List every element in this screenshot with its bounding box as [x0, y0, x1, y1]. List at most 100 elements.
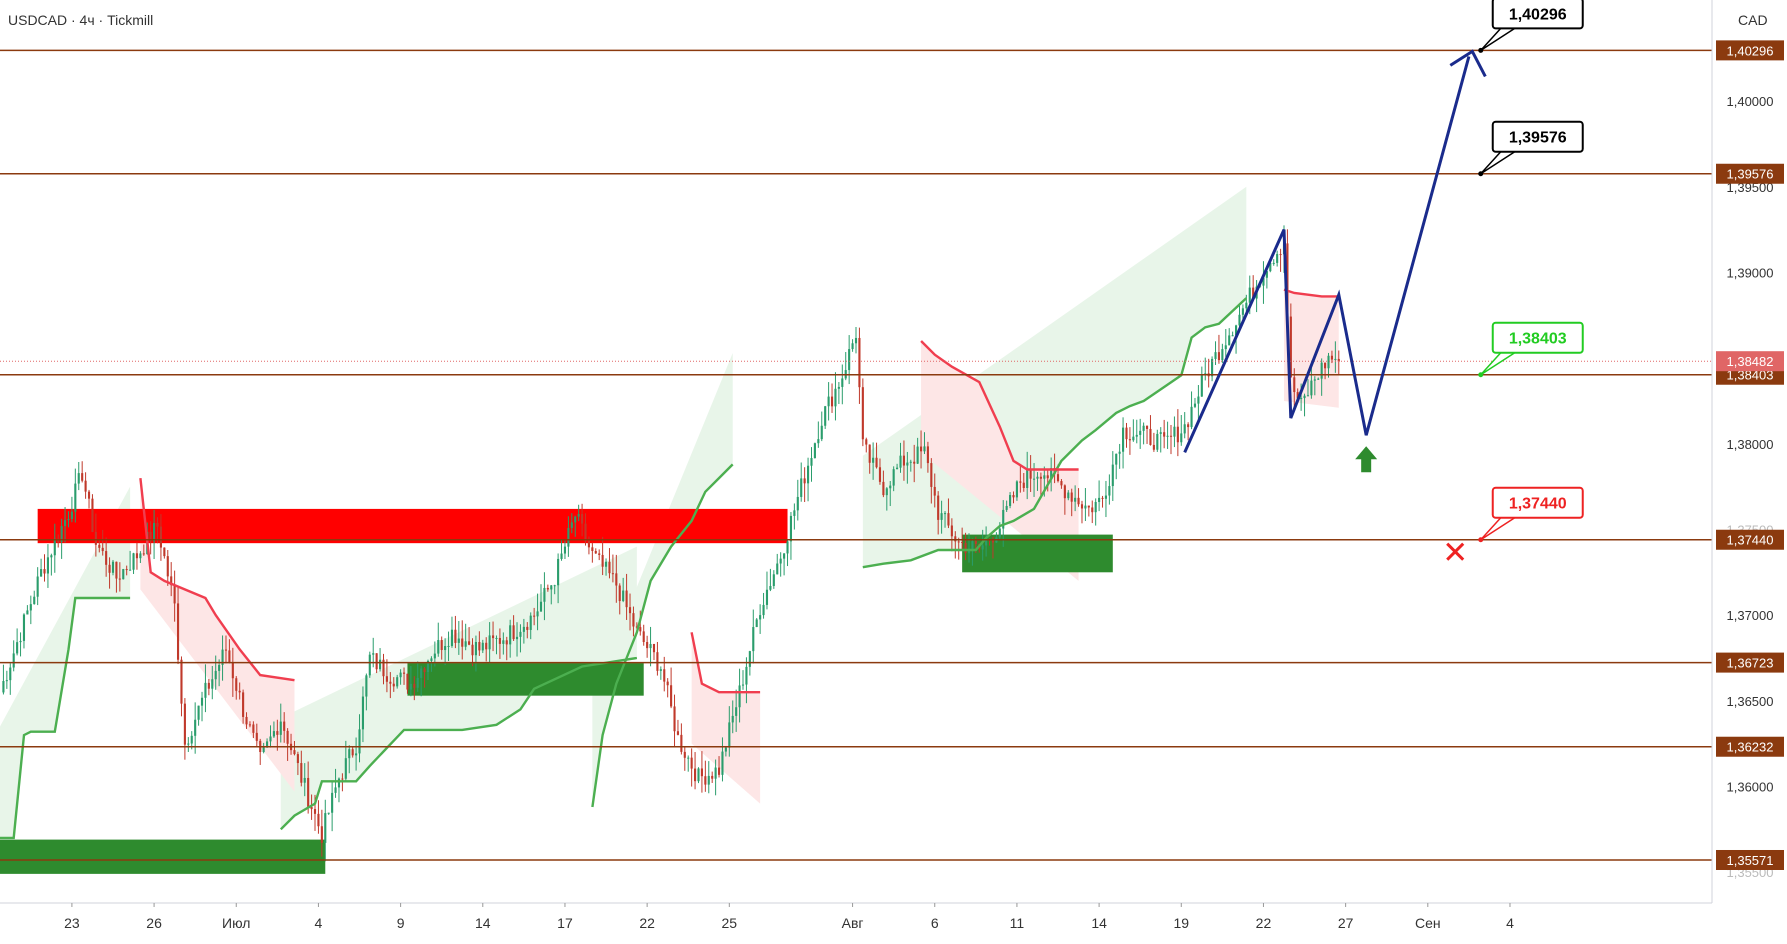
resistance-fill	[691, 632, 761, 804]
level-price-badge	[1716, 40, 1784, 61]
candle-body	[916, 446, 919, 464]
resistance-fill	[921, 340, 1079, 581]
candle-body	[865, 439, 868, 445]
candle-body	[331, 792, 334, 813]
candle-body	[1036, 476, 1039, 479]
resistance-line	[139, 477, 295, 682]
candle-body	[416, 677, 419, 688]
candle-body	[1286, 243, 1289, 317]
candle-body	[1269, 262, 1272, 272]
resistance-fill	[140, 478, 295, 792]
candle-body	[985, 539, 988, 546]
candle-body	[317, 813, 320, 827]
candle-body	[173, 585, 176, 604]
x-tick-label: 4	[315, 915, 323, 931]
candle-body	[577, 514, 580, 517]
candle-body	[1224, 345, 1227, 350]
level-price-label: 1,35571	[1727, 853, 1774, 868]
candle-body	[50, 555, 53, 558]
candle-body	[385, 676, 388, 682]
candle-body	[998, 528, 1001, 538]
candle-body	[769, 585, 772, 590]
candle-body	[1009, 495, 1012, 506]
candle-body	[683, 751, 686, 758]
candle-body	[43, 569, 46, 574]
candle-body	[615, 573, 618, 586]
level-price-label: 1,37440	[1727, 533, 1774, 548]
candle-body	[1245, 302, 1248, 309]
candle-body	[474, 641, 477, 656]
candles-layer	[2, 225, 1340, 862]
candle-body	[252, 724, 255, 733]
candle-body	[396, 677, 399, 687]
candle-body	[142, 553, 145, 555]
candle-body	[248, 724, 252, 726]
candle-body	[464, 641, 467, 647]
candle-body	[81, 473, 84, 481]
candle-body	[420, 668, 423, 678]
candle-body	[974, 541, 977, 544]
candle-body	[1125, 427, 1128, 440]
candle-body	[313, 809, 317, 814]
candle-body	[1039, 476, 1042, 479]
candle-body	[1139, 430, 1142, 435]
candle-body	[170, 576, 173, 586]
candle-body	[943, 513, 947, 515]
candle-body	[139, 553, 142, 559]
candle-body	[74, 483, 77, 512]
x-tick-label: Июл	[222, 915, 250, 931]
candle-body	[1115, 453, 1118, 465]
candle-body	[666, 681, 669, 686]
candle-body	[656, 652, 659, 671]
candle-body	[961, 542, 964, 544]
candle-body	[1098, 497, 1101, 502]
candle-body	[9, 667, 12, 681]
candle-body	[892, 469, 895, 486]
candle-body	[1187, 424, 1190, 428]
candle-body	[1214, 352, 1217, 359]
candle-body	[1252, 287, 1255, 299]
candle-body	[389, 681, 392, 684]
candle-body	[926, 446, 929, 464]
callout-label: 1,37440	[1509, 496, 1567, 513]
candle-body	[625, 590, 628, 608]
y-tick-label: 1,38000	[1727, 437, 1774, 452]
callout-pointer	[1480, 352, 1516, 376]
candle-body	[981, 545, 984, 550]
candle-body	[1197, 396, 1200, 404]
candle-body	[70, 511, 73, 519]
candle-body	[1324, 362, 1327, 369]
candle-body	[557, 558, 560, 586]
candle-body	[423, 668, 426, 673]
candle-body	[1313, 379, 1316, 381]
candle-body	[351, 749, 354, 756]
candle-body	[1077, 497, 1080, 505]
candle-body	[16, 642, 19, 654]
candle-body	[783, 553, 786, 559]
candle-body	[598, 553, 601, 555]
candle-body	[529, 615, 532, 630]
candle-body	[238, 690, 241, 693]
candle-body	[851, 343, 854, 350]
level-price-label: 1,36232	[1727, 740, 1774, 755]
candle-body	[587, 541, 590, 548]
candle-body	[111, 561, 115, 573]
candle-body	[461, 638, 464, 647]
candle-body	[87, 491, 91, 499]
candle-body	[1118, 451, 1121, 454]
candle-body	[399, 672, 402, 678]
candle-body	[379, 659, 382, 670]
candle-body	[450, 629, 454, 646]
candle-body	[854, 337, 858, 344]
callout-label: 1,38403	[1509, 331, 1567, 348]
candle-body	[813, 443, 816, 459]
candle-body	[1176, 426, 1179, 443]
candle-body	[1080, 504, 1084, 509]
candle-body	[1279, 254, 1282, 256]
candle-body	[1169, 435, 1173, 437]
candle-body	[269, 736, 272, 742]
y-tick-label: 1,36000	[1727, 779, 1774, 794]
candle-body	[286, 730, 289, 744]
candle-body	[882, 481, 885, 496]
